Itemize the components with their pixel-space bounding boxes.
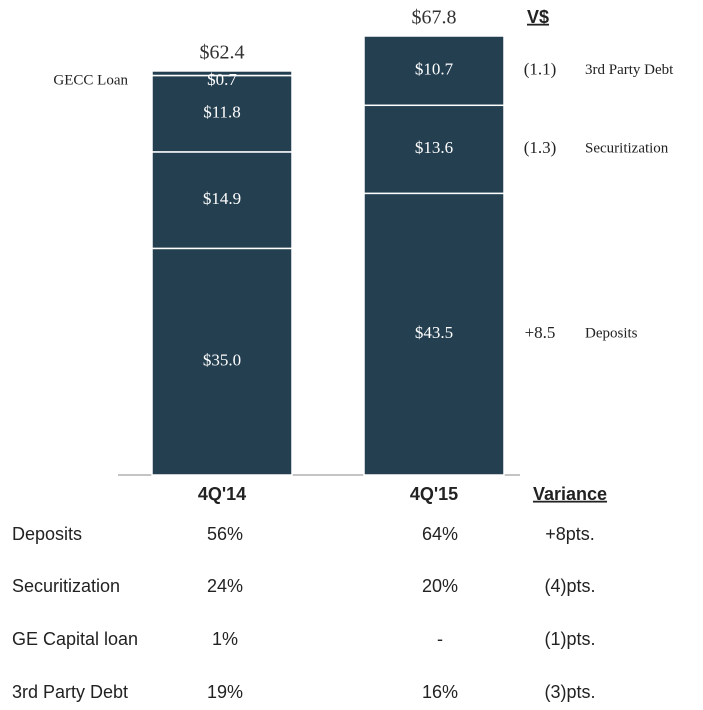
segment-label: $0.7 bbox=[207, 70, 237, 89]
x-tick-label: 4Q'14 bbox=[198, 484, 246, 504]
segment-label: $14.9 bbox=[203, 189, 241, 208]
table-cell: (4)pts. bbox=[544, 576, 595, 596]
bar-segment bbox=[151, 70, 293, 77]
row-label: GE Capital loan bbox=[12, 629, 138, 649]
table-cell: 1% bbox=[212, 629, 238, 649]
table-cell: 24% bbox=[207, 576, 243, 596]
table-cell: - bbox=[437, 629, 443, 649]
bar-segment bbox=[363, 192, 505, 476]
table-cell: (3)pts. bbox=[544, 682, 595, 702]
variance-label: +8.5 bbox=[525, 323, 556, 342]
total-label: $62.4 bbox=[200, 42, 245, 64]
variance-label: (1.3) bbox=[524, 138, 557, 157]
table-cell: 16% bbox=[422, 682, 458, 702]
segment-label: $35.0 bbox=[203, 351, 241, 370]
series-name: Deposits bbox=[585, 326, 638, 342]
series-name: Securitization bbox=[585, 141, 669, 157]
segment-label: $10.7 bbox=[415, 60, 454, 79]
table-cell: (1)pts. bbox=[544, 629, 595, 649]
total-label: $67.8 bbox=[412, 7, 457, 29]
segment-label: $11.8 bbox=[203, 103, 241, 122]
table-cell: 64% bbox=[422, 524, 458, 544]
segment-label: $13.6 bbox=[415, 138, 453, 157]
table-variance-header: Variance bbox=[533, 484, 607, 504]
bar-segment bbox=[363, 104, 505, 195]
series-name: GECC Loan bbox=[53, 72, 128, 88]
table-cell: 56% bbox=[207, 524, 243, 544]
bar-segment bbox=[151, 247, 293, 476]
segment-label: $43.5 bbox=[415, 323, 453, 342]
x-tick-label: 4Q'15 bbox=[410, 484, 458, 504]
series-name: 3rd Party Debt bbox=[585, 62, 674, 78]
variance-header: V$ bbox=[527, 7, 549, 27]
row-label: Securitization bbox=[12, 576, 120, 596]
table-cell: 20% bbox=[422, 576, 458, 596]
bar-segment bbox=[151, 151, 293, 250]
row-label: 3rd Party Debt bbox=[12, 682, 128, 702]
table-cell: +8pts. bbox=[545, 524, 595, 544]
row-label: Deposits bbox=[12, 524, 82, 544]
table-cell: 19% bbox=[207, 682, 243, 702]
variance-label: (1.1) bbox=[524, 60, 557, 79]
bar-segment bbox=[363, 35, 505, 107]
